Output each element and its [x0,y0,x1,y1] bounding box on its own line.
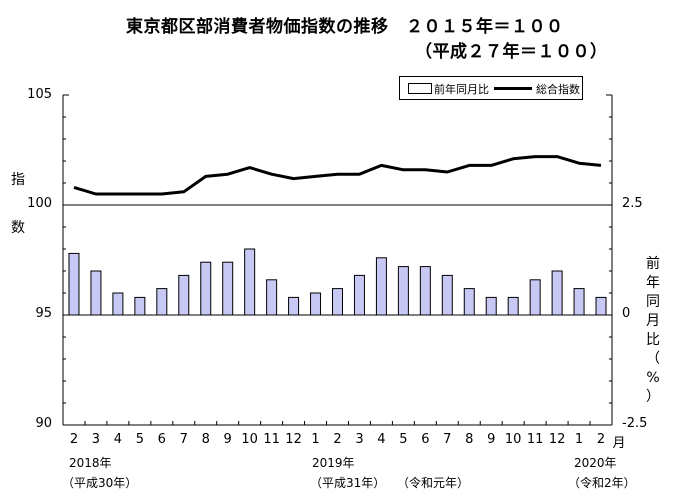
bar-yoy-change [222,261,234,316]
legend-bar-swatch [408,83,432,94]
line-composite-index [73,155,602,196]
bar-yoy-change [353,274,365,316]
month-label: 12 [548,432,566,447]
month-label: 12 [285,432,302,447]
year-label-2019: 2019年 [312,456,355,470]
legend: 前年同月比 総合指数 [399,76,583,100]
month-label: 10 [504,432,522,447]
month-label: 11 [263,432,280,447]
bar-yoy-change [178,274,190,316]
y-left-tick-label: 100 [27,196,52,211]
month-label: 8 [465,432,474,447]
bar-yoy-change [573,288,585,316]
bar-yoy-change [288,296,300,316]
chart-subtitle: （平成２７年＝１００） [415,42,608,62]
bar-yoy-change [419,266,431,316]
month-label: 1 [574,432,584,447]
y-right-label-char: 月 [646,313,660,329]
chart-title: 東京都区部消費者物価指数の推移 ２０１５年＝１００ [126,17,564,37]
bar-yoy-change [441,274,453,316]
bar-yoy-change [551,270,563,316]
month-label: 3 [91,432,101,447]
y-left-tick-label: 105 [27,87,52,102]
month-label: 5 [399,432,408,447]
y-left-tick-label: 95 [35,306,52,321]
y-right-tick-label: 0 [622,306,631,321]
month-label: 4 [377,432,386,447]
bar-yoy-change [310,292,322,316]
bar-yoy-change [90,270,102,316]
legend-bar-label: 前年同月比 [434,83,489,96]
month-label: 9 [223,432,232,447]
y-right-tick-label: 2.5 [622,196,643,211]
y-right-label-char: 前 [646,256,660,272]
month-label: 1 [311,432,320,447]
bar-yoy-change [375,257,387,316]
month-label: 5 [135,432,144,447]
y-right-label-char: 年 [646,275,660,291]
bar-yoy-change [507,296,519,316]
era-label-reiwa2: （令和2年） [568,476,636,490]
era-label-reiwa1: （令和元年） [397,476,470,490]
month-label: 6 [157,432,166,447]
y-right-label-char: （ [646,351,660,367]
month-label: 8 [201,432,210,447]
y-right-label-char: % [646,370,660,386]
y-right-tick-label: -2.5 [622,416,648,431]
month-label: 9 [487,432,496,447]
bar-yoy-change [134,296,146,316]
month-label: 3 [355,432,364,447]
month-label: 10 [241,432,258,447]
year-label-2018: 2018年 [69,456,112,470]
month-label: 2 [596,432,606,447]
y-right-label-char: 同 [646,294,660,310]
y-left-axis-label: 指 数 [10,170,26,238]
y-right-axis-label: 前 年 同 月 比 （ % ） [645,255,661,407]
legend-line-swatch [494,87,532,90]
month-label: 2 [333,432,342,447]
month-unit-label: 月 [612,436,626,451]
bar-yoy-change [463,288,475,316]
bar-yoy-change [485,296,497,316]
month-label: 7 [179,432,188,447]
bar-yoy-change [595,296,607,316]
y-left-label-char: 指 [11,172,25,188]
y-left-label-char: 数 [11,220,25,236]
month-label: 2 [69,432,79,447]
era-label-heisei31: （平成31年） [310,476,386,490]
month-label: 11 [526,432,544,447]
bar-yoy-change [68,252,80,316]
legend-line-label: 総合指数 [536,83,580,96]
month-label: 7 [443,432,452,447]
y-left-tick-label: 90 [35,416,52,431]
month-label: 6 [421,432,430,447]
bar-yoy-change [200,261,212,316]
year-label-2020: 2020年 [574,456,617,470]
bar-yoy-change [332,288,343,316]
y-right-label-char: ） [646,389,660,405]
bar-yoy-change [244,248,256,316]
bar-yoy-change [112,292,124,316]
y-right-label-char: 比 [646,332,660,348]
month-label: 4 [113,432,123,447]
era-label-heisei30: （平成30年） [62,476,138,490]
bar-yoy-change [266,279,278,316]
bar-yoy-change [156,288,168,316]
bar-yoy-change [397,266,409,316]
bar-yoy-change [529,279,541,316]
